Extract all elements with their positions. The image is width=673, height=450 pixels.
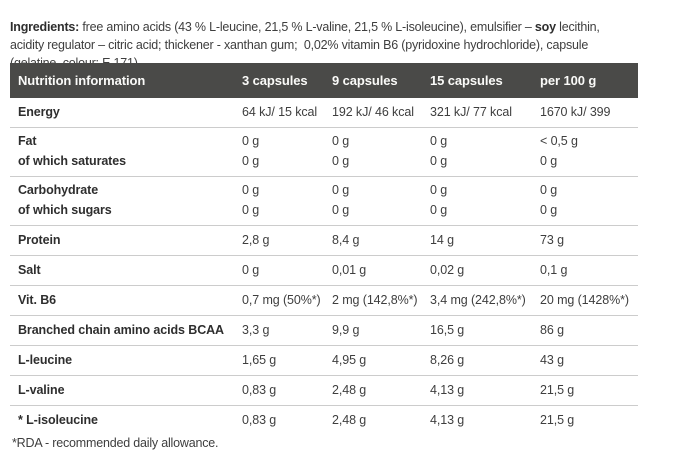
row-value: 8,4 g bbox=[330, 225, 428, 256]
ingredients-bold-text: soy bbox=[534, 19, 556, 34]
column-header: 15 capsules bbox=[428, 63, 538, 98]
row-value: 0,02 g bbox=[428, 255, 538, 286]
row-label: L-leucine bbox=[10, 345, 240, 376]
row-value: 16,5 g bbox=[428, 315, 538, 346]
row-label: Vit. B6 bbox=[10, 285, 240, 316]
row-value: 8,26 g bbox=[428, 345, 538, 376]
row-value: 14 g bbox=[428, 225, 538, 256]
row-label: Branched chain amino acids BCAA bbox=[10, 315, 240, 346]
row-value: 4,13 g bbox=[430, 413, 465, 427]
row-value: 0 g bbox=[240, 255, 330, 286]
nutrition-table: Nutrition information 3 capsules 9 capsule… bbox=[10, 63, 638, 435]
row-label: * L-isoleucine bbox=[18, 413, 98, 427]
row-value: 1,65 g bbox=[240, 345, 330, 376]
table-row: Salt 0 g 0,01 g 0,02 g 0,1 g bbox=[10, 255, 638, 286]
table-row: Protein 2,8 g 8,4 g 14 g 73 g bbox=[10, 225, 638, 256]
ingredients-line: Ingredients: free amino acids (43 % L-le… bbox=[10, 18, 600, 36]
row-value: 4,95 g bbox=[330, 345, 428, 376]
ingredients-bold-text: Ingredients: bbox=[10, 19, 83, 34]
row-value: 0,83 g bbox=[242, 413, 277, 427]
row-value: 73 g bbox=[538, 225, 638, 256]
column-header: per 100 g bbox=[538, 63, 638, 98]
row-value: 1670 kJ/ 399 bbox=[538, 98, 638, 128]
table-row: L-valine 0,83 g 2,48 g 4,13 g 21,5 g bbox=[10, 375, 638, 406]
row-value: 21,5 g bbox=[538, 375, 638, 406]
row-label: L-valine bbox=[10, 375, 240, 406]
row-value: 2,48 g bbox=[332, 413, 367, 427]
row-value: 2,8 g bbox=[240, 225, 330, 256]
column-header: 9 capsules bbox=[330, 63, 428, 98]
ingredients-text: lecithin, bbox=[555, 19, 600, 34]
row-value: 21,5 g bbox=[540, 413, 575, 427]
column-header-nutrition-information: Nutrition information bbox=[10, 63, 240, 98]
column-header: 3 capsules bbox=[240, 63, 330, 98]
row-label: Protein bbox=[10, 225, 240, 256]
row-value: 9,9 g bbox=[330, 315, 428, 346]
row-value: 0,7 mg (50%*) bbox=[240, 285, 330, 316]
row-value: 2,48 g bbox=[330, 375, 428, 406]
ingredients-text: free amino acids (43 % L-leucine, 21,5 %… bbox=[82, 19, 535, 34]
row-value: 3,3 g bbox=[240, 315, 330, 346]
row-label: Fat of which saturates bbox=[10, 127, 240, 177]
row-value: 0,1 g bbox=[538, 255, 638, 286]
row-value: 321 kJ/ 77 kcal bbox=[428, 98, 538, 128]
row-value: 43 g bbox=[538, 345, 638, 376]
table-row: Energy 64 kJ/ 15 kcal 192 kJ/ 46 kcal 321 k… bbox=[10, 98, 638, 128]
row-value: 2 mg (142,8%*) bbox=[330, 285, 428, 316]
rda-footnote: *RDA - recommended daily allowance. bbox=[12, 435, 219, 450]
row-value: 3,4 mg (242,8%*) bbox=[428, 285, 538, 316]
row-label: Energy bbox=[10, 98, 240, 128]
row-label: Salt bbox=[10, 255, 240, 286]
row-value: 192 kJ/ 46 kcal bbox=[330, 98, 428, 128]
table-header-row: Nutrition information 3 capsules 9 capsule… bbox=[10, 63, 638, 98]
table-row: Branched chain amino acids BCAA 3,3 g 9,9 … bbox=[10, 315, 638, 346]
table-row: Vit. B6 0,7 mg (50%*) 2 mg (142,8%*) 3,4 mg… bbox=[10, 285, 638, 316]
table-row: L-leucine 1,65 g 4,95 g 8,26 g 43 g bbox=[10, 345, 638, 376]
row-value: 0,83 g bbox=[240, 375, 330, 406]
ingredients-line: acidity regulator – citric acid; thicken… bbox=[10, 36, 600, 54]
ingredients-text: acidity regulator – citric acid; thicken… bbox=[10, 37, 589, 52]
nutrition-table-body: Energy 64 kJ/ 15 kcal 192 kJ/ 46 kcal 321 k… bbox=[10, 98, 638, 435]
row-label: Carbohydrate of which sugars bbox=[10, 176, 240, 226]
row-value: 86 g bbox=[538, 315, 638, 346]
row-value: 20 mg (1428%*) bbox=[538, 285, 638, 316]
row-value: 4,13 g bbox=[428, 375, 538, 406]
row-value: 0,01 g bbox=[330, 255, 428, 286]
row-value: 64 kJ/ 15 kcal bbox=[240, 98, 330, 128]
table-row: * L-isoleucine 0,83 g 2,48 g 4,13 g 21,5 g bbox=[10, 406, 638, 436]
